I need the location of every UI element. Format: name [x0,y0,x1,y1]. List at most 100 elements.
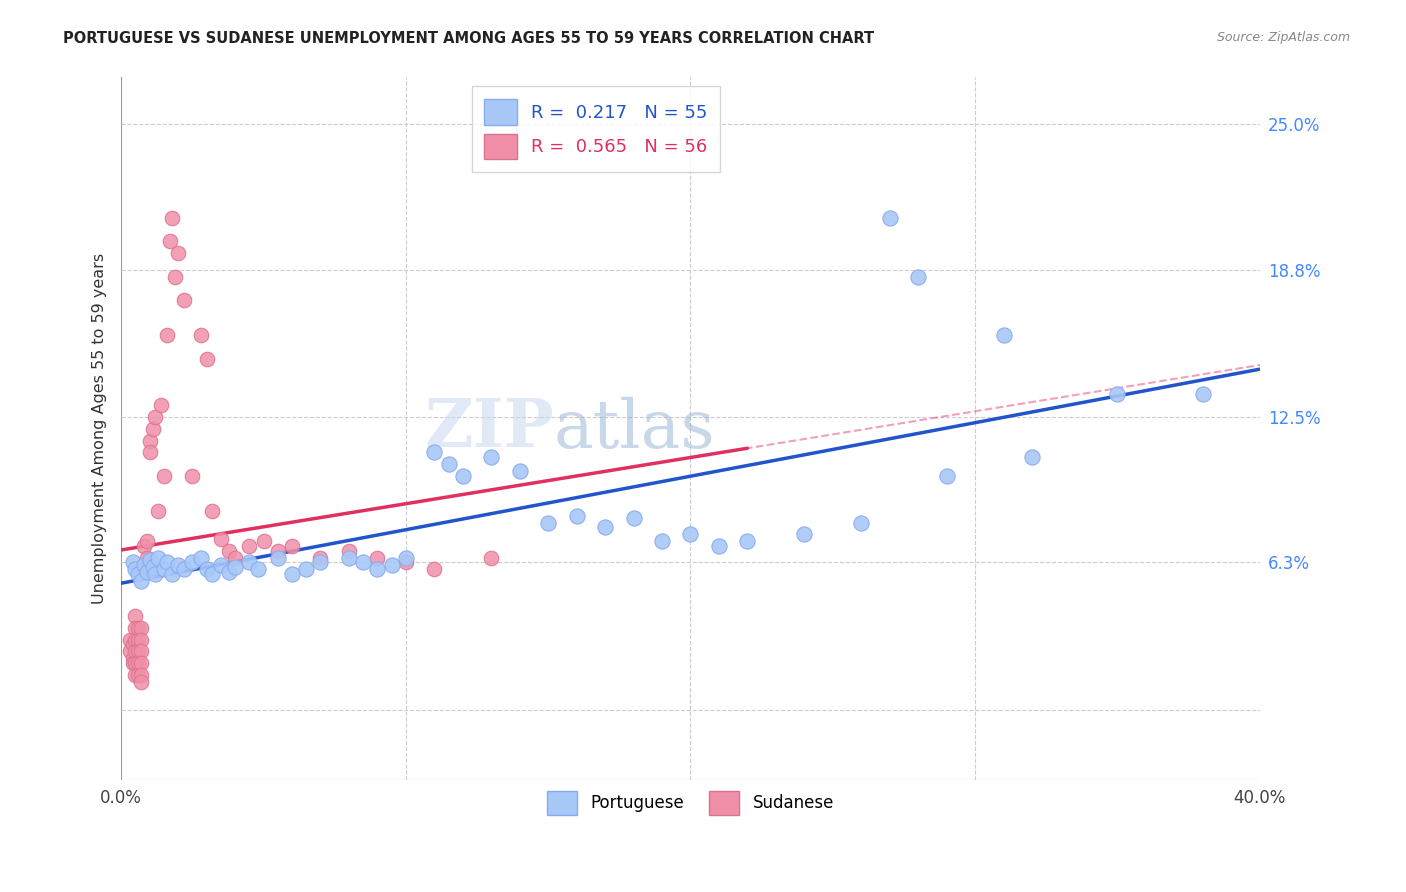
Point [851,516,873,530]
Point [707,539,730,553]
Point [129,656,152,670]
Point [651,534,673,549]
Point [218,543,240,558]
Point [132,558,155,572]
Point [935,468,957,483]
Point [153,562,176,576]
Point [565,508,588,523]
Point [679,527,702,541]
Point [295,562,318,576]
Point [238,539,260,553]
Point [145,410,167,425]
Point [148,504,170,518]
Point [252,534,274,549]
Point [907,269,929,284]
Point [129,632,152,647]
Point [190,328,212,343]
Point [224,550,246,565]
Point [127,644,149,658]
Point [129,574,152,589]
Point [129,674,152,689]
Point [1107,386,1129,401]
Point [509,464,531,478]
Point [737,534,759,549]
Point [135,565,157,579]
Point [141,422,163,436]
Point [793,527,815,541]
Point [124,621,146,635]
Text: atlas: atlas [554,396,716,461]
Point [156,556,179,570]
Point [121,651,143,665]
Point [153,468,176,483]
Point [238,556,260,570]
Point [623,511,645,525]
Point [124,632,146,647]
Text: ZIP: ZIP [425,396,554,461]
Point [121,556,143,570]
Point [129,668,152,682]
Point [451,468,474,483]
Point [423,562,446,576]
Point [141,560,163,574]
Point [366,550,388,565]
Point [132,562,155,576]
Point [165,269,187,284]
Point [162,567,184,582]
Point [181,556,204,570]
Point [218,565,240,579]
Point [138,445,160,459]
Point [479,550,502,565]
Point [124,656,146,670]
Point [124,609,146,624]
Point [423,445,446,459]
Point [1191,386,1213,401]
Point [395,556,418,570]
Point [118,632,141,647]
Point [124,644,146,658]
Point [127,668,149,682]
Point [145,567,167,582]
Point [437,457,460,471]
Point [537,516,560,530]
Point [267,550,290,565]
Point [190,550,212,565]
Point [201,567,224,582]
Point [181,468,204,483]
Point [281,567,304,582]
Point [366,562,388,576]
Point [135,534,157,549]
Point [195,351,218,366]
Point [173,562,195,576]
Text: PORTUGUESE VS SUDANESE UNEMPLOYMENT AMONG AGES 55 TO 59 YEARS CORRELATION CHART: PORTUGUESE VS SUDANESE UNEMPLOYMENT AMON… [63,31,875,46]
Point [381,558,404,572]
Point [395,550,418,565]
Point [159,235,181,249]
Point [132,539,155,553]
Point [167,558,190,572]
Point [309,556,332,570]
Point [1021,450,1043,464]
Point [127,567,149,582]
Point [993,328,1015,343]
Point [209,558,232,572]
Point [281,539,304,553]
Point [593,520,616,534]
Point [162,211,184,225]
Point [129,644,152,658]
Y-axis label: Unemployment Among Ages 55 to 59 years: Unemployment Among Ages 55 to 59 years [93,253,107,605]
Point [124,562,146,576]
Point [121,637,143,651]
Point [224,560,246,574]
Point [129,621,152,635]
Point [167,246,190,260]
Point [479,450,502,464]
Point [879,211,901,225]
Point [173,293,195,307]
Point [201,504,224,518]
Point [337,543,360,558]
Point [148,550,170,565]
Point [309,550,332,565]
Point [138,434,160,448]
Text: Source: ZipAtlas.com: Source: ZipAtlas.com [1216,31,1350,45]
